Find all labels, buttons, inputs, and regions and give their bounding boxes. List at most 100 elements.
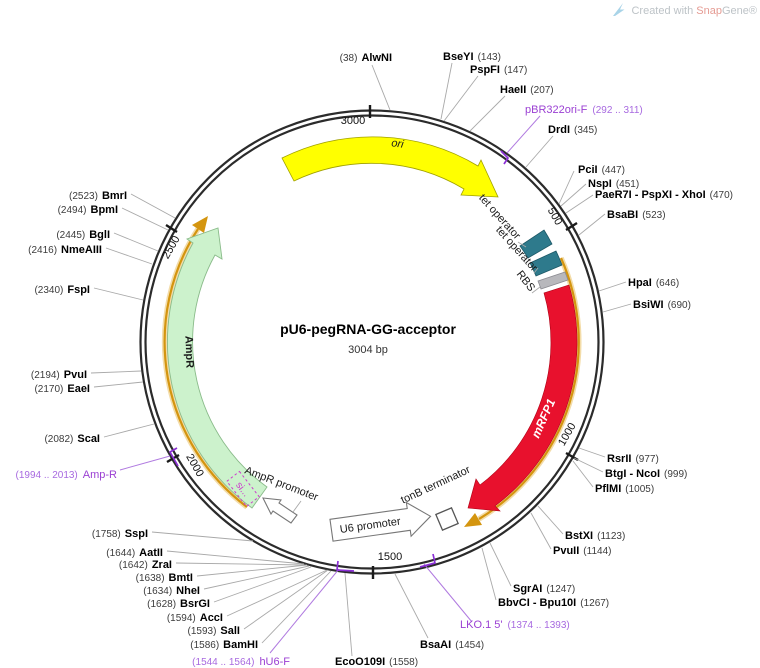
leader-aatii: [166, 550, 305, 565]
primer-mark-amp-r[interactable]: [169, 447, 179, 467]
leader-haeii: [469, 95, 506, 132]
enzyme-label-bsaai[interactable]: BsaAI (1454): [420, 639, 484, 651]
feature-tonb-terminator-label[interactable]: tonB terminator: [399, 464, 473, 507]
leader-pvui: [90, 370, 142, 374]
feature-ampr-arrow[interactable]: [167, 227, 268, 509]
enzyme-label-bseyi[interactable]: BseYI (143): [443, 51, 501, 63]
enzyme-label-bbvci[interactable]: BbvCI - Bpu10I (1267): [498, 597, 609, 609]
enzyme-label-sspi[interactable]: (1758) SspI: [92, 528, 148, 540]
primer-mark-hu6-f[interactable]: [336, 560, 355, 572]
enzyme-label-pflmi[interactable]: PflMI (1005): [595, 483, 654, 495]
leader-bbvci: [481, 547, 497, 601]
leader-bmri: [130, 193, 176, 219]
feature-ori-label[interactable]: ori: [391, 137, 405, 151]
enzyme-label-drdi[interactable]: DrdI (345): [548, 124, 597, 136]
enzyme-label-nhei[interactable]: (1634) NheI: [143, 585, 200, 597]
orf-arrowhead-mrfp1: [464, 513, 482, 527]
leader-ampr-promoter: [292, 500, 302, 513]
feature-tet-operator-2-box[interactable]: [529, 250, 563, 277]
leader-alwni: [371, 64, 391, 111]
orf-arrowhead-ampr: [192, 216, 208, 233]
primer-label-lko1-5[interactable]: LKO.1 5' (1374 .. 1393): [460, 619, 570, 631]
enzyme-label-aatii[interactable]: (1644) AatII: [106, 547, 163, 559]
feature-ampr-label[interactable]: AmpR: [182, 336, 195, 369]
tick-2500: [165, 223, 178, 234]
leader-bstxi: [537, 505, 564, 535]
enzyme-label-zrai[interactable]: (1642) ZraI: [119, 559, 172, 571]
enzyme-label-nmeaiii[interactable]: (2416) NmeAIII: [28, 244, 102, 256]
primer-mark-pbr322ori-f[interactable]: [500, 150, 509, 165]
enzyme-label-fspi[interactable]: (2340) FspI: [34, 284, 90, 296]
enzyme-label-alwni[interactable]: (38) AlwNI: [340, 52, 392, 64]
enzyme-label-scai[interactable]: (2082) ScaI: [44, 433, 100, 445]
enzyme-label-ecoo109i[interactable]: EcoO109I (1558): [335, 656, 418, 668]
tick-500: [565, 221, 578, 232]
feature-tonb-terminator-box[interactable]: [435, 507, 459, 531]
plasmid-backbone-outer-ring: [139, 109, 605, 575]
enzyme-label-pvuii[interactable]: PvuII (1144): [553, 545, 611, 557]
enzyme-label-paer7i[interactable]: PaeR7I - PspXI - XhoI (470): [595, 189, 733, 201]
leader-bsiwi: [602, 303, 632, 313]
enzyme-label-pvui[interactable]: (2194) PvuI: [31, 369, 87, 381]
enzyme-label-bsabi[interactable]: BsaBI (523): [607, 209, 666, 221]
feature-ori-arrow[interactable]: [281, 136, 499, 198]
leader-hu6-f: [269, 568, 340, 654]
plasmid-title: pU6-pegRNA-GG-acceptor: [280, 321, 456, 337]
enzyme-label-bmri[interactable]: (2523) BmrI: [69, 190, 127, 202]
leader-hpai: [598, 281, 627, 292]
primer-label-amp-r[interactable]: (1994 .. 2013) Amp-R: [16, 469, 118, 481]
feature-mrfp1-arrow[interactable]: [467, 284, 578, 512]
feature-u6-promoter-arrow[interactable]: U6 promoter: [329, 499, 433, 547]
feature-ampr-promoter-arrow[interactable]: [262, 497, 298, 524]
enzyme-label-bmti[interactable]: (1638) BmtI: [136, 572, 193, 584]
primer-label-pbr322ori-f[interactable]: pBR322ori-F (292 .. 311): [525, 104, 643, 116]
enzyme-label-sali[interactable]: (1593) SalI: [188, 625, 240, 637]
leader-bpmi: [121, 207, 169, 231]
feature-tet-operator-1-box[interactable]: [519, 229, 553, 259]
leader-bmti: [196, 564, 308, 577]
leader-pvuii: [530, 512, 552, 550]
leader-sgrai: [489, 542, 512, 587]
leader-pspfi: [443, 75, 479, 122]
leader-drdi: [525, 135, 554, 168]
enzyme-label-eaei[interactable]: (2170) EaeI: [34, 383, 90, 395]
leader-nhei: [203, 565, 310, 590]
tick-label-3000: 3000: [341, 115, 365, 127]
enzyme-label-sgrai[interactable]: SgrAI (1247): [513, 583, 575, 595]
enzyme-label-haeii[interactable]: HaeII (207): [500, 84, 554, 96]
leader-bgli: [113, 232, 159, 252]
enzyme-label-btgi[interactable]: BtgI - NcoI (999): [605, 468, 687, 480]
leader-pcii: [558, 170, 575, 205]
enzyme-label-rsrii[interactable]: RsrII (977): [607, 453, 659, 465]
primer-label-hu6-f[interactable]: (1544 .. 1564) hU6-F: [192, 656, 290, 668]
feature-rbs-box[interactable]: [537, 271, 569, 290]
enzyme-label-pspfi[interactable]: PspFI (147): [470, 64, 527, 76]
enzyme-label-bgli[interactable]: (2445) BglI: [56, 229, 110, 241]
watermark: Created with SnapGene®: [631, 5, 757, 17]
leader-pbr322ori-f: [506, 115, 541, 154]
tick-label-2500: 2500: [160, 234, 183, 261]
enzyme-label-bstxi[interactable]: BstXI (1123): [565, 530, 625, 542]
leader-bseyi: [440, 62, 453, 120]
enzyme-label-bsiwi[interactable]: BsiWI (690): [633, 299, 691, 311]
orf-arc-mrfp1: [478, 257, 580, 520]
enzyme-label-acci[interactable]: (1594) AccI: [167, 612, 223, 624]
enzyme-label-bsrgi[interactable]: (1628) BsrGI: [147, 598, 210, 610]
leader-amp-r: [119, 455, 171, 471]
leader-tet-operator-1: [517, 241, 527, 248]
leader-nmeaiii: [105, 247, 153, 265]
feature-rbs-label[interactable]: RBS: [514, 269, 537, 294]
leader-paer7i: [565, 194, 594, 214]
enzyme-label-pcii[interactable]: PciI (447): [578, 164, 625, 176]
enzyme-label-bamhi[interactable]: (1586) BamHI: [190, 639, 258, 651]
enzyme-label-bpmi[interactable]: (2494) BpmI: [58, 204, 118, 216]
leader-zrai: [175, 562, 306, 566]
leader-scai: [103, 423, 155, 438]
enzyme-label-hpai[interactable]: HpaI (646): [628, 277, 679, 289]
leader-eaei: [93, 381, 144, 388]
enzyme-label-nspi[interactable]: NspI (451): [588, 178, 639, 190]
primer-mark-lko1-5[interactable]: [419, 553, 436, 568]
leader-btgi: [573, 457, 604, 473]
snapgene-logo-icon: [613, 3, 625, 16]
